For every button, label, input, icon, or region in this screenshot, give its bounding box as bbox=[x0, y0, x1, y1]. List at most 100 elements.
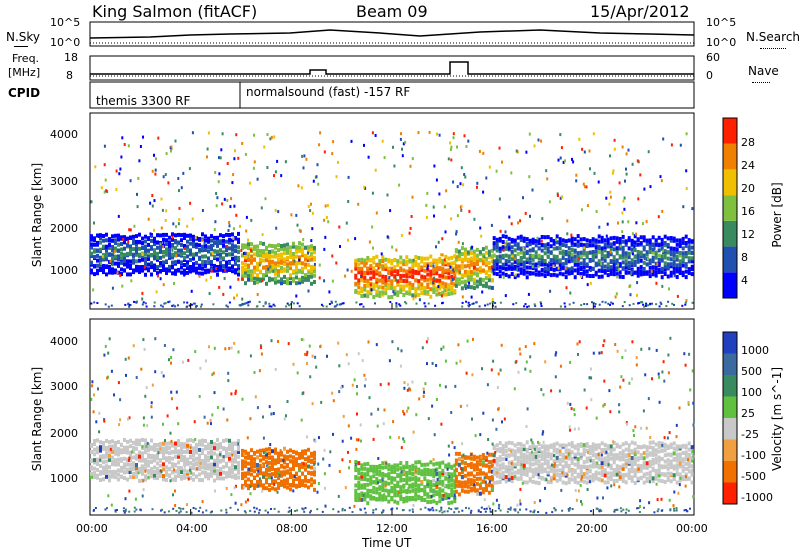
power-cell bbox=[183, 263, 186, 267]
velocity-cell bbox=[310, 451, 313, 456]
power-scatter-cell bbox=[625, 167, 627, 171]
velocity-scatter-cell bbox=[668, 431, 671, 435]
power-cell bbox=[453, 272, 457, 277]
velocity-cell bbox=[478, 462, 482, 467]
power-cb-tick-28: 28 bbox=[741, 136, 755, 149]
power-scatter-cell bbox=[318, 143, 321, 147]
power-cb-tick-20: 20 bbox=[741, 182, 755, 195]
power-cell bbox=[507, 246, 511, 250]
velocity-cell bbox=[621, 452, 625, 457]
power-cell bbox=[621, 234, 625, 239]
power-cell bbox=[454, 256, 458, 261]
velocity-cell bbox=[472, 463, 476, 468]
velocity-scatter-cell bbox=[357, 438, 360, 442]
power-ground-cell bbox=[355, 301, 358, 304]
power-ground-cell bbox=[186, 301, 189, 304]
power-scatter-cell bbox=[593, 171, 596, 175]
velocity-cell bbox=[117, 477, 120, 482]
velocity-cell bbox=[271, 465, 274, 470]
velocity-cell bbox=[129, 455, 132, 460]
velocity-scatter-cell bbox=[367, 340, 370, 344]
power-scatter-cell bbox=[524, 211, 527, 215]
power-ground-cell bbox=[320, 303, 323, 306]
power-scatter-cell bbox=[455, 232, 458, 236]
power-cell bbox=[405, 290, 409, 295]
power-scatter-cell bbox=[182, 171, 185, 175]
velocity-cell bbox=[244, 479, 247, 484]
velocity-cell bbox=[126, 445, 129, 450]
velocity-cell bbox=[283, 454, 286, 459]
velocity-cell bbox=[405, 470, 409, 475]
power-scatter-cell bbox=[528, 175, 531, 179]
velocity-cell bbox=[117, 472, 120, 477]
velocity-cell bbox=[457, 492, 461, 497]
velocity-cell bbox=[177, 466, 180, 470]
power-scatter-cell bbox=[444, 230, 447, 234]
velocity-cell bbox=[663, 453, 667, 458]
velocity-scatter-cell bbox=[667, 371, 670, 375]
velocity-scatter-cell bbox=[640, 347, 643, 351]
power-cell bbox=[498, 249, 502, 254]
velocity-scatter-cell bbox=[127, 417, 129, 421]
velocity-cell bbox=[93, 442, 96, 447]
power-scatter-cell bbox=[226, 199, 229, 202]
power-cell bbox=[570, 258, 574, 263]
power-ground-cell bbox=[296, 302, 299, 305]
velocity-cell bbox=[177, 451, 180, 456]
power-cell bbox=[295, 260, 298, 265]
velocity-cell bbox=[618, 444, 622, 449]
velocity-cell bbox=[262, 474, 265, 479]
velocity-scatter-cell bbox=[580, 500, 582, 504]
velocity-cell bbox=[102, 477, 105, 482]
power-cell bbox=[310, 244, 313, 249]
velocity-cell bbox=[147, 448, 150, 453]
power-ground-cell bbox=[572, 301, 575, 304]
power-scatter-cell bbox=[114, 249, 116, 253]
velocity-cell bbox=[156, 452, 159, 457]
power-scatter-cell bbox=[438, 192, 441, 196]
power-scatter-cell bbox=[468, 209, 471, 213]
velocity-cell bbox=[268, 483, 271, 487]
velocity-cell bbox=[466, 484, 470, 489]
velocity-cell bbox=[265, 486, 268, 491]
velocity-cell bbox=[466, 480, 470, 485]
power-scatter-cell bbox=[485, 176, 488, 180]
power-cell bbox=[507, 236, 511, 241]
power-cell bbox=[237, 231, 240, 236]
power-scatter-cell bbox=[505, 240, 508, 244]
velocity-cell bbox=[582, 447, 586, 452]
velocity-cell bbox=[621, 466, 625, 471]
velocity-cell bbox=[390, 480, 394, 485]
velocity-cell bbox=[210, 465, 213, 470]
velocity-cell bbox=[675, 480, 679, 485]
velocity-cell bbox=[600, 469, 604, 474]
velocity-cell bbox=[396, 493, 400, 498]
velocity-cell bbox=[561, 458, 565, 463]
power-cell bbox=[357, 258, 361, 263]
power-cell bbox=[492, 246, 496, 251]
power-cell bbox=[591, 243, 595, 248]
power-cell bbox=[126, 236, 129, 241]
velocity-cell bbox=[120, 465, 123, 470]
velocity-cell bbox=[420, 469, 424, 474]
power-scatter-cell bbox=[324, 235, 327, 239]
power-scatter-cell bbox=[440, 294, 443, 298]
power-cell bbox=[277, 269, 280, 274]
velocity-cell bbox=[490, 452, 494, 457]
power-cell bbox=[354, 266, 358, 271]
power-cell bbox=[129, 272, 132, 277]
power-ground-cell bbox=[593, 305, 596, 308]
velocity-scatter-cell bbox=[578, 340, 581, 344]
power-cell bbox=[247, 242, 250, 247]
velocity-cell bbox=[117, 461, 120, 466]
power-scatter-cell bbox=[581, 208, 583, 212]
velocity-cell bbox=[444, 484, 448, 488]
velocity-cell bbox=[177, 449, 180, 454]
velocity-cell bbox=[256, 467, 259, 472]
power-cell bbox=[540, 268, 544, 272]
power-scatter-cell bbox=[363, 143, 365, 147]
power-cell bbox=[672, 262, 676, 267]
vel-cb-tick-1000: 1000 bbox=[741, 344, 769, 357]
velocity-cell bbox=[93, 447, 96, 452]
velocity-cell bbox=[378, 491, 382, 496]
